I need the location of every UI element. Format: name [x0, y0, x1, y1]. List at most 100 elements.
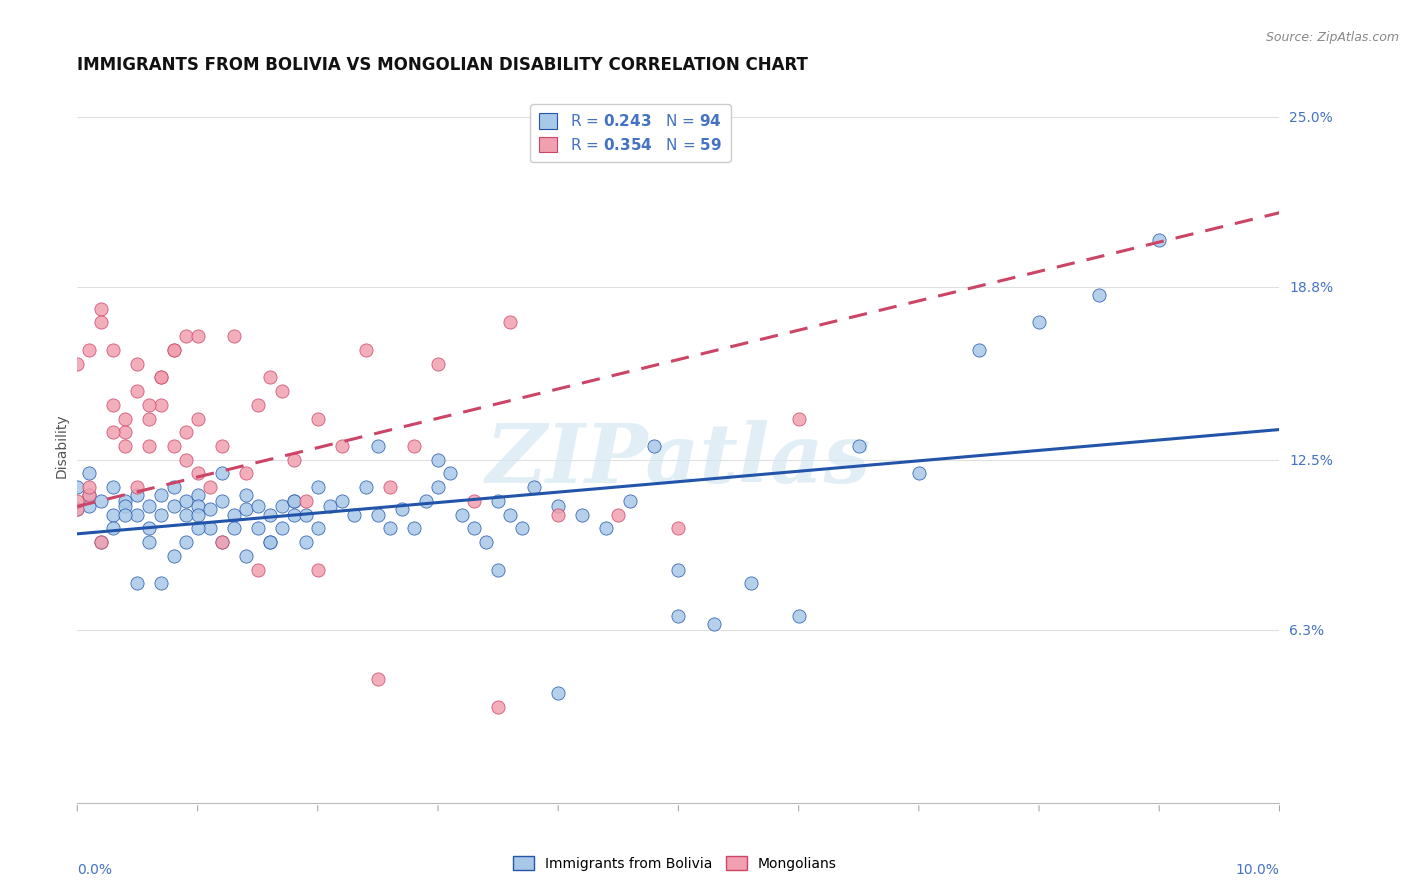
Point — [90, 535, 112, 549]
Point — [307, 480, 329, 494]
Point — [114, 411, 136, 425]
Point — [294, 508, 316, 522]
Point — [259, 370, 281, 384]
Point — [127, 508, 149, 522]
Point — [162, 549, 184, 563]
Point — [270, 500, 292, 514]
Point — [402, 521, 425, 535]
Text: 10.0%: 10.0% — [1236, 863, 1279, 877]
Point — [486, 699, 509, 714]
Point — [668, 609, 690, 624]
Point — [114, 508, 136, 522]
Point — [90, 535, 112, 549]
Text: Source: ZipAtlas.com: Source: ZipAtlas.com — [1265, 31, 1399, 45]
Point — [967, 343, 990, 357]
Point — [103, 480, 125, 494]
Point — [150, 398, 173, 412]
Point — [294, 494, 316, 508]
Point — [138, 521, 160, 535]
Point — [235, 467, 257, 481]
Point — [127, 576, 149, 591]
Point — [103, 425, 125, 440]
Text: ZIPatlas: ZIPatlas — [485, 420, 872, 500]
Point — [138, 411, 160, 425]
Point — [150, 488, 173, 502]
Point — [307, 562, 329, 576]
Point — [330, 439, 353, 453]
Point — [367, 508, 389, 522]
Point — [186, 467, 209, 481]
Point — [198, 502, 221, 516]
Point — [547, 686, 569, 700]
Point — [330, 494, 353, 508]
Point — [150, 508, 173, 522]
Point — [787, 411, 810, 425]
Legend: R = $\bf{0.243}$   N = $\bf{94}$, R = $\bf{0.354}$   N = $\bf{59}$: R = $\bf{0.243}$ N = $\bf{94}$, R = $\bf… — [530, 104, 731, 162]
Point — [307, 411, 329, 425]
Point — [66, 502, 89, 516]
Point — [294, 535, 316, 549]
Point — [79, 343, 101, 357]
Point — [103, 343, 125, 357]
Point — [1149, 233, 1171, 247]
Point — [547, 508, 569, 522]
Point — [607, 508, 630, 522]
Point — [235, 488, 257, 502]
Point — [103, 398, 125, 412]
Point — [186, 521, 209, 535]
Point — [79, 467, 101, 481]
Point — [186, 488, 209, 502]
Point — [127, 384, 149, 398]
Point — [162, 343, 184, 357]
Point — [367, 673, 389, 687]
Point — [908, 467, 931, 481]
Point — [79, 500, 101, 514]
Point — [1028, 316, 1050, 330]
Point — [499, 508, 522, 522]
Point — [703, 617, 725, 632]
Point — [127, 357, 149, 371]
Point — [668, 521, 690, 535]
Point — [523, 480, 546, 494]
Point — [79, 488, 101, 502]
Point — [66, 357, 89, 371]
Point — [427, 480, 450, 494]
Legend: Immigrants from Bolivia, Mongolians: Immigrants from Bolivia, Mongolians — [508, 850, 842, 876]
Point — [307, 521, 329, 535]
Point — [138, 398, 160, 412]
Point — [211, 467, 233, 481]
Point — [174, 494, 197, 508]
Point — [174, 425, 197, 440]
Point — [787, 609, 810, 624]
Point — [354, 480, 377, 494]
Point — [319, 500, 342, 514]
Point — [246, 398, 269, 412]
Point — [138, 535, 160, 549]
Point — [283, 494, 305, 508]
Text: IMMIGRANTS FROM BOLIVIA VS MONGOLIAN DISABILITY CORRELATION CHART: IMMIGRANTS FROM BOLIVIA VS MONGOLIAN DIS… — [77, 56, 808, 74]
Point — [162, 500, 184, 514]
Point — [114, 500, 136, 514]
Point — [475, 535, 498, 549]
Point — [198, 521, 221, 535]
Point — [619, 494, 641, 508]
Point — [150, 576, 173, 591]
Point — [127, 488, 149, 502]
Y-axis label: Disability: Disability — [55, 414, 69, 478]
Point — [211, 439, 233, 453]
Point — [186, 329, 209, 343]
Point — [90, 494, 112, 508]
Point — [510, 521, 533, 535]
Point — [354, 343, 377, 357]
Point — [174, 329, 197, 343]
Point — [90, 301, 112, 316]
Text: 0.0%: 0.0% — [77, 863, 112, 877]
Point — [439, 467, 461, 481]
Point — [186, 508, 209, 522]
Point — [391, 502, 413, 516]
Point — [740, 576, 762, 591]
Point — [283, 494, 305, 508]
Point — [114, 425, 136, 440]
Point — [186, 411, 209, 425]
Point — [90, 316, 112, 330]
